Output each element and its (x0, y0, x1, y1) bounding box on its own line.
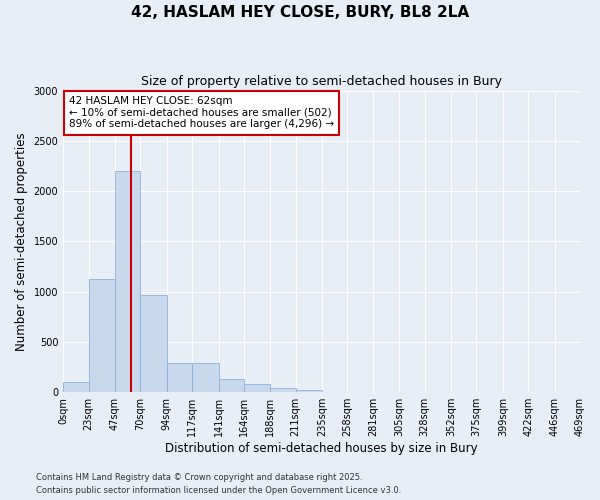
Title: Size of property relative to semi-detached houses in Bury: Size of property relative to semi-detach… (141, 75, 502, 88)
Bar (218, 379, 244, 392)
Bar (192, 363, 218, 392)
X-axis label: Distribution of semi-detached houses by size in Bury: Distribution of semi-detached houses by … (165, 442, 478, 455)
Y-axis label: Number of semi-detached properties: Number of semi-detached properties (15, 132, 28, 350)
Bar (271, 388, 296, 392)
Bar (140, 294, 167, 392)
Bar (63, 382, 89, 392)
Text: 42, HASLAM HEY CLOSE, BURY, BL8 2LA: 42, HASLAM HEY CLOSE, BURY, BL8 2LA (131, 5, 469, 20)
Bar (89, 278, 115, 392)
Bar (244, 384, 271, 392)
Text: 42 HASLAM HEY CLOSE: 62sqm
← 10% of semi-detached houses are smaller (502)
89% o: 42 HASLAM HEY CLOSE: 62sqm ← 10% of semi… (69, 96, 334, 130)
Bar (296, 390, 322, 392)
Bar (167, 363, 192, 392)
Bar (115, 171, 140, 392)
Text: Contains HM Land Registry data © Crown copyright and database right 2025.
Contai: Contains HM Land Registry data © Crown c… (36, 474, 401, 495)
